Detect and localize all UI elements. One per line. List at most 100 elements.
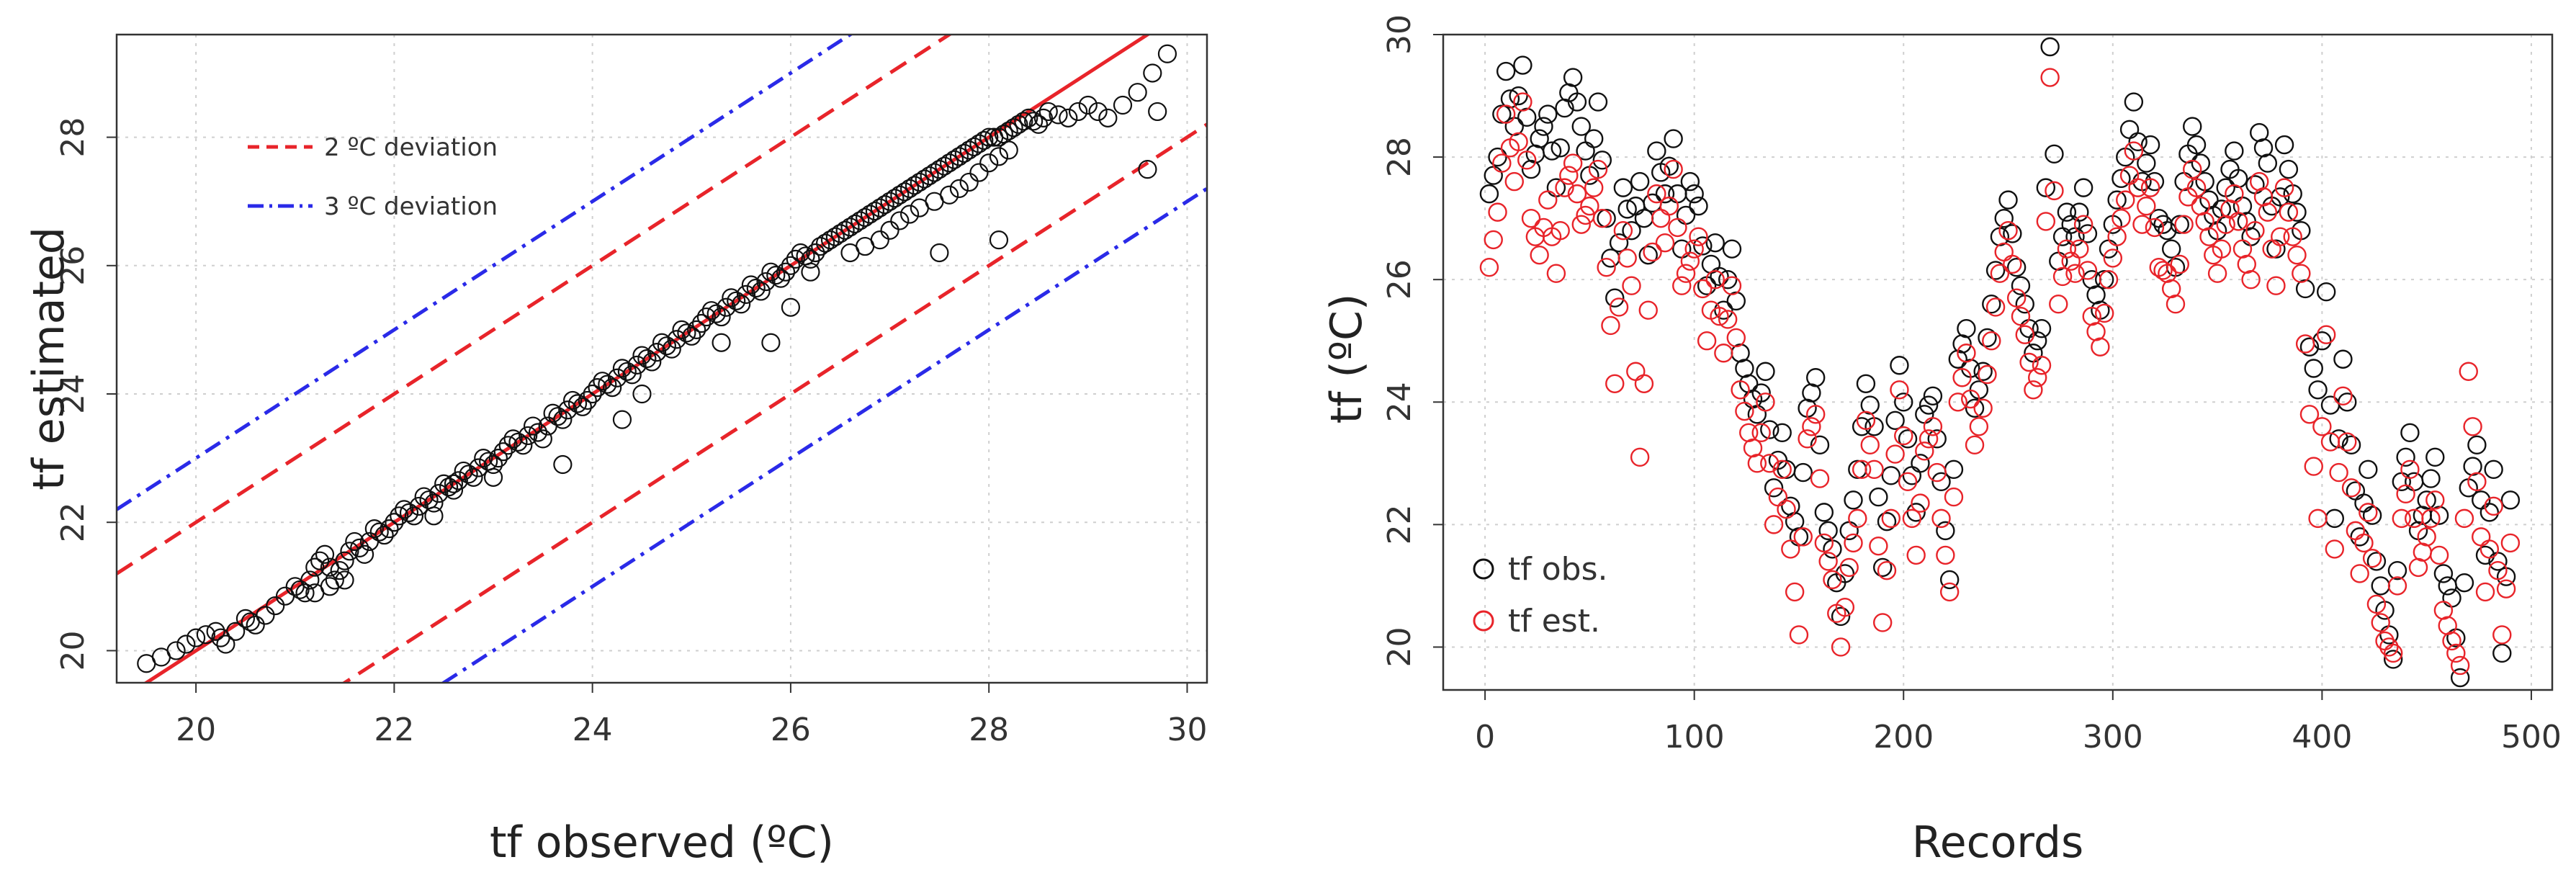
est-point — [2375, 631, 2395, 651]
legend: tf obs. tf est. — [1473, 551, 1608, 640]
est-point — [1931, 508, 1951, 529]
est-point — [2325, 539, 2345, 559]
scatter-point — [235, 609, 256, 628]
est-point — [1764, 515, 1784, 534]
est-point — [1898, 472, 1918, 492]
scatter-point — [1019, 108, 1038, 127]
scatter-point — [543, 403, 562, 423]
scatter-point — [830, 224, 850, 243]
y-axis: 20 22 24 26 28 30 — [1381, 14, 1443, 667]
obs-point — [1634, 208, 1654, 228]
obs-point — [1856, 374, 1876, 393]
scatter-point — [761, 333, 781, 352]
scatter-point — [246, 615, 265, 634]
obs-point — [2045, 144, 2064, 164]
scatter-point — [1088, 102, 1108, 122]
est-point — [1609, 297, 1629, 317]
scatter-point — [677, 323, 696, 343]
est-point — [1894, 426, 1913, 446]
scatter-point — [1004, 118, 1023, 138]
obs-point — [2124, 92, 2144, 112]
est-point — [2338, 432, 2357, 452]
est-point — [2354, 533, 2374, 553]
y-tick-label: 24 — [55, 374, 91, 414]
scatter-observed-vs-estimated-panel: 20 22 24 26 28 30 20 22 24 26 28 2 ºC deviation 3… — [24, 33, 1208, 868]
scatter-point — [523, 416, 543, 436]
scatter-point — [573, 397, 592, 416]
est-point — [2137, 196, 2156, 216]
obs-point — [2253, 138, 2274, 158]
scatter-point — [825, 227, 845, 246]
obs-point — [1952, 334, 1972, 354]
scatter-point — [603, 377, 622, 398]
est-point — [1957, 344, 1976, 363]
est-point — [1731, 380, 1750, 400]
scatter-point — [741, 275, 760, 295]
scatter-point — [672, 320, 691, 340]
obs-point — [2362, 506, 2382, 525]
obs-point — [1764, 478, 1784, 498]
scatter-point — [860, 205, 880, 224]
obs-point — [2145, 171, 2165, 192]
est-point — [1492, 153, 1512, 173]
obs-point — [1890, 356, 1909, 375]
scatter-point — [538, 416, 557, 436]
scatter-point — [895, 182, 915, 202]
est-point — [2061, 251, 2081, 271]
obs-point — [2308, 380, 2328, 400]
scatter-point — [880, 220, 899, 240]
obs-point — [1613, 178, 1633, 197]
scatter-point — [890, 185, 910, 205]
scatter-point — [1033, 108, 1054, 127]
scatter-point — [632, 384, 652, 404]
scatter-point — [727, 291, 746, 310]
est-point — [2019, 352, 2039, 372]
y-tick-label: 26 — [55, 246, 91, 286]
legend: 2 ºC deviation 3 ºC deviation — [248, 133, 498, 221]
est-point — [1655, 233, 1675, 253]
y-tick-label: 26 — [1381, 259, 1418, 300]
obs-point — [1911, 454, 1930, 473]
scatter-point — [801, 249, 820, 269]
est-point — [1877, 560, 1897, 580]
est-point — [1990, 264, 2010, 283]
reference-line — [117, 35, 953, 575]
y-axis: 20 22 24 26 28 — [55, 117, 117, 671]
scatter-point — [444, 480, 464, 500]
est-point — [2065, 264, 2085, 283]
obs-point — [1693, 236, 1713, 256]
est-point — [2488, 560, 2508, 580]
est-point — [1693, 279, 1713, 299]
obs-point — [1998, 190, 2018, 210]
est-point — [2028, 368, 2047, 387]
scatter-point — [464, 467, 483, 487]
est-point — [1550, 220, 1570, 241]
scatter-point — [766, 266, 786, 285]
scatter-point — [835, 220, 855, 240]
est-point — [2070, 239, 2089, 259]
obs-point — [2316, 282, 2336, 302]
obs-point — [2299, 337, 2320, 356]
obs-point — [1492, 104, 1512, 124]
est-point — [2228, 212, 2248, 231]
scatter-point — [1014, 112, 1033, 131]
obs-point — [2467, 435, 2487, 455]
scatter-point — [989, 147, 1009, 166]
est-point — [1735, 401, 1754, 421]
est-point — [2299, 405, 2320, 424]
obs-point — [2500, 490, 2521, 510]
scatter-point — [930, 243, 949, 263]
scatter-point — [1143, 63, 1162, 83]
est-point — [1530, 245, 1549, 265]
scatter-point — [508, 432, 528, 452]
y-tick-label: 28 — [1381, 137, 1418, 177]
scatter-point — [369, 522, 389, 542]
scatter-point — [359, 532, 380, 552]
est-point — [1546, 264, 1566, 283]
x-tick-label: 30 — [1167, 712, 1207, 748]
scatter-point — [657, 336, 676, 356]
est-point — [1789, 625, 1809, 645]
est-point — [1634, 374, 1654, 393]
scatter-point — [736, 284, 756, 304]
obs-point — [1936, 521, 1955, 541]
